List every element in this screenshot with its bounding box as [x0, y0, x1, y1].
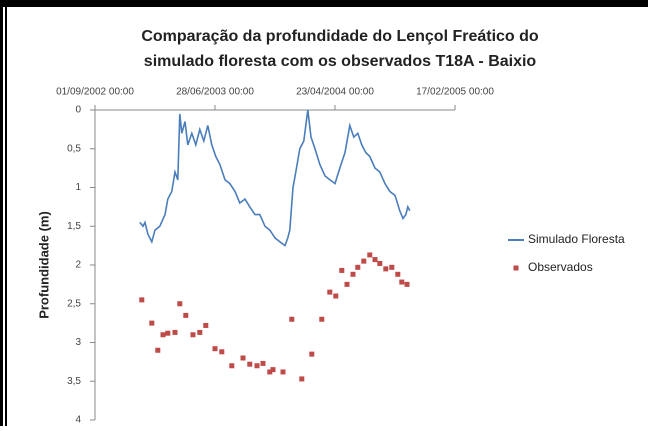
marker	[267, 369, 273, 375]
marker	[203, 322, 209, 328]
y-tick-label: 3	[75, 337, 81, 348]
marker	[327, 289, 333, 295]
marker	[389, 264, 395, 270]
marker	[139, 297, 145, 303]
marker	[355, 264, 361, 270]
marker	[319, 316, 325, 322]
marker	[350, 271, 356, 277]
marker	[155, 347, 161, 353]
marker	[309, 351, 315, 357]
y-tick-label: 0	[75, 105, 81, 116]
x-tick-label: 23/04/2004 00:00	[296, 87, 374, 98]
x-tick-label: 01/09/2002 00:00	[56, 87, 134, 98]
y-tick-label: 2,5	[67, 298, 81, 309]
y-tick-label: 3,5	[67, 376, 81, 387]
marker	[361, 258, 367, 264]
marker	[254, 363, 260, 369]
y-tick-label: 0,5	[67, 143, 81, 154]
y-tick-label: 2	[75, 260, 81, 271]
x-tick-label: 17/02/2005 00:00	[416, 87, 494, 98]
frame-top	[0, 0, 648, 7]
marker	[367, 252, 373, 258]
marker	[333, 293, 339, 299]
marker	[165, 330, 171, 336]
frame-left-inner	[5, 0, 7, 426]
y-tick-label: 1	[75, 182, 81, 193]
chart-title: Comparação da profundidade do Lençol Fre…	[141, 28, 539, 45]
marker	[197, 329, 203, 335]
marker	[270, 367, 276, 373]
legend-label: Simulado Floresta	[528, 232, 625, 246]
marker	[219, 349, 225, 355]
marker	[289, 316, 295, 322]
chart-title: simulado floresta com os observados T18A…	[144, 53, 537, 70]
marker	[172, 329, 178, 335]
y-tick-label: 4	[75, 415, 81, 426]
marker	[149, 320, 155, 326]
y-tick-label: 1,5	[67, 221, 81, 232]
marker	[399, 279, 405, 285]
marker	[177, 301, 183, 307]
marker	[183, 312, 189, 318]
marker	[377, 260, 383, 266]
marker	[190, 332, 196, 338]
marker	[383, 266, 389, 272]
y-axis-label: Profundidade (m)	[36, 211, 51, 319]
marker	[404, 281, 410, 287]
series-line	[139, 109, 411, 247]
marker	[260, 360, 266, 366]
marker	[299, 376, 305, 382]
marker	[160, 332, 166, 338]
legend-swatch	[513, 265, 519, 271]
marker	[372, 257, 378, 263]
marker	[280, 369, 286, 375]
frame-left	[0, 0, 3, 426]
marker	[339, 267, 345, 273]
marker	[229, 363, 235, 369]
x-tick-label: 28/06/2003 00:00	[176, 87, 254, 98]
marker	[240, 355, 246, 361]
marker	[344, 281, 350, 287]
marker	[247, 361, 253, 367]
marker	[212, 346, 218, 352]
legend-label: Observados	[528, 260, 593, 274]
marker	[395, 271, 401, 277]
